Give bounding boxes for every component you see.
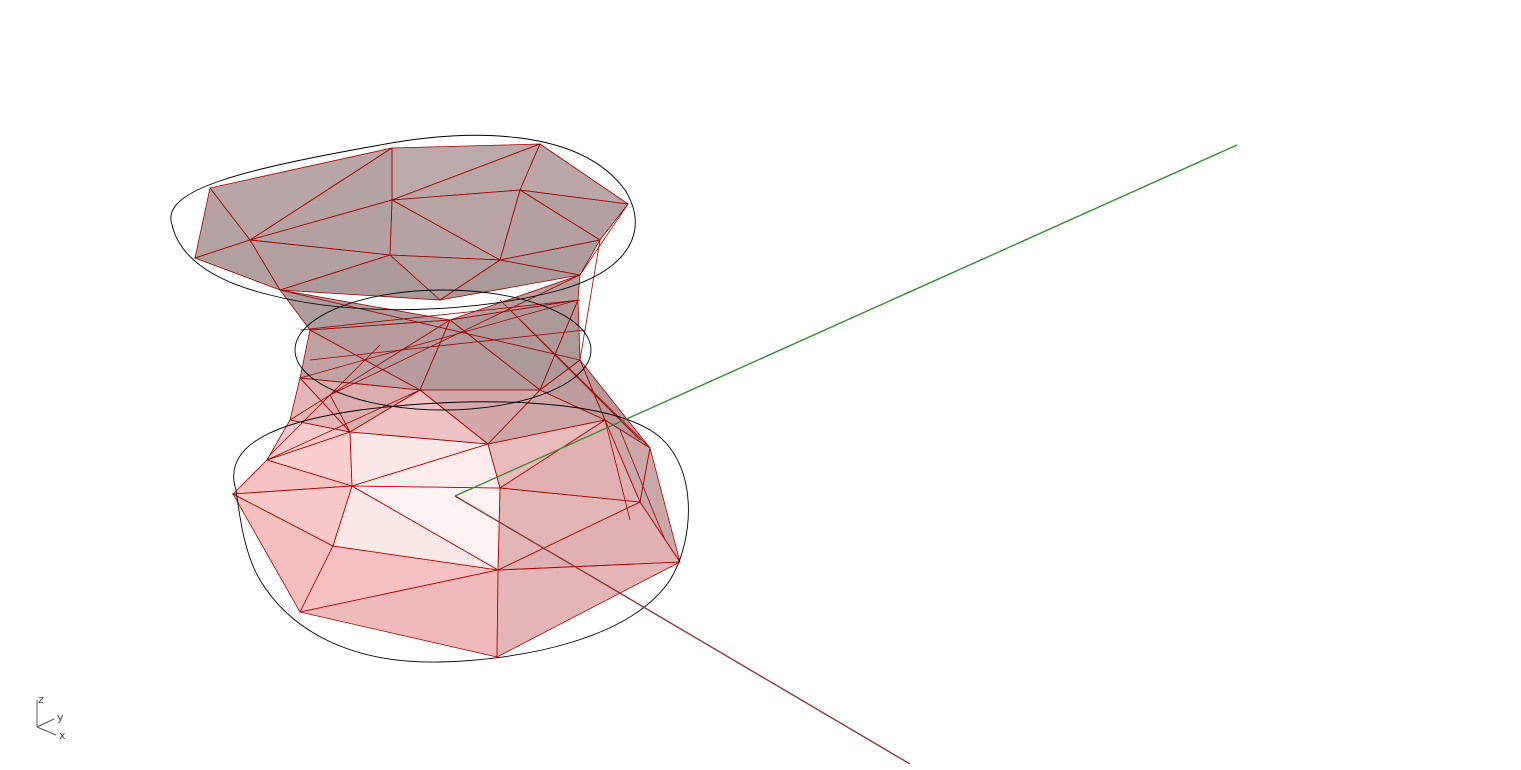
gizmo-y-line bbox=[36, 718, 55, 728]
gizmo-z-label: z bbox=[38, 693, 44, 706]
gizmo-x-label: x bbox=[59, 729, 66, 742]
mesh-face bbox=[439, 259, 581, 301]
profile-curves bbox=[170, 134, 689, 663]
gizmo-y-label: y bbox=[57, 711, 64, 724]
top-section-curve bbox=[170, 134, 636, 311]
lower-mesh-faces bbox=[231, 418, 681, 658]
mesh-face bbox=[539, 299, 581, 392]
bottom-section-curve bbox=[233, 401, 689, 663]
gizmo-x-line bbox=[36, 726, 57, 736]
y-axis-line bbox=[454, 144, 1238, 497]
mesh-face bbox=[231, 485, 353, 547]
upper-mesh-faces bbox=[193, 143, 629, 301]
mesh-face bbox=[579, 359, 651, 449]
waist-mesh-faces bbox=[279, 274, 651, 449]
mesh-face bbox=[279, 254, 442, 301]
mesh-face bbox=[639, 447, 681, 563]
axis-gizmo: z y x bbox=[36, 693, 66, 742]
x-axis-line bbox=[454, 495, 911, 764]
mesh-face bbox=[496, 561, 681, 658]
middle-section-curve bbox=[294, 289, 592, 411]
